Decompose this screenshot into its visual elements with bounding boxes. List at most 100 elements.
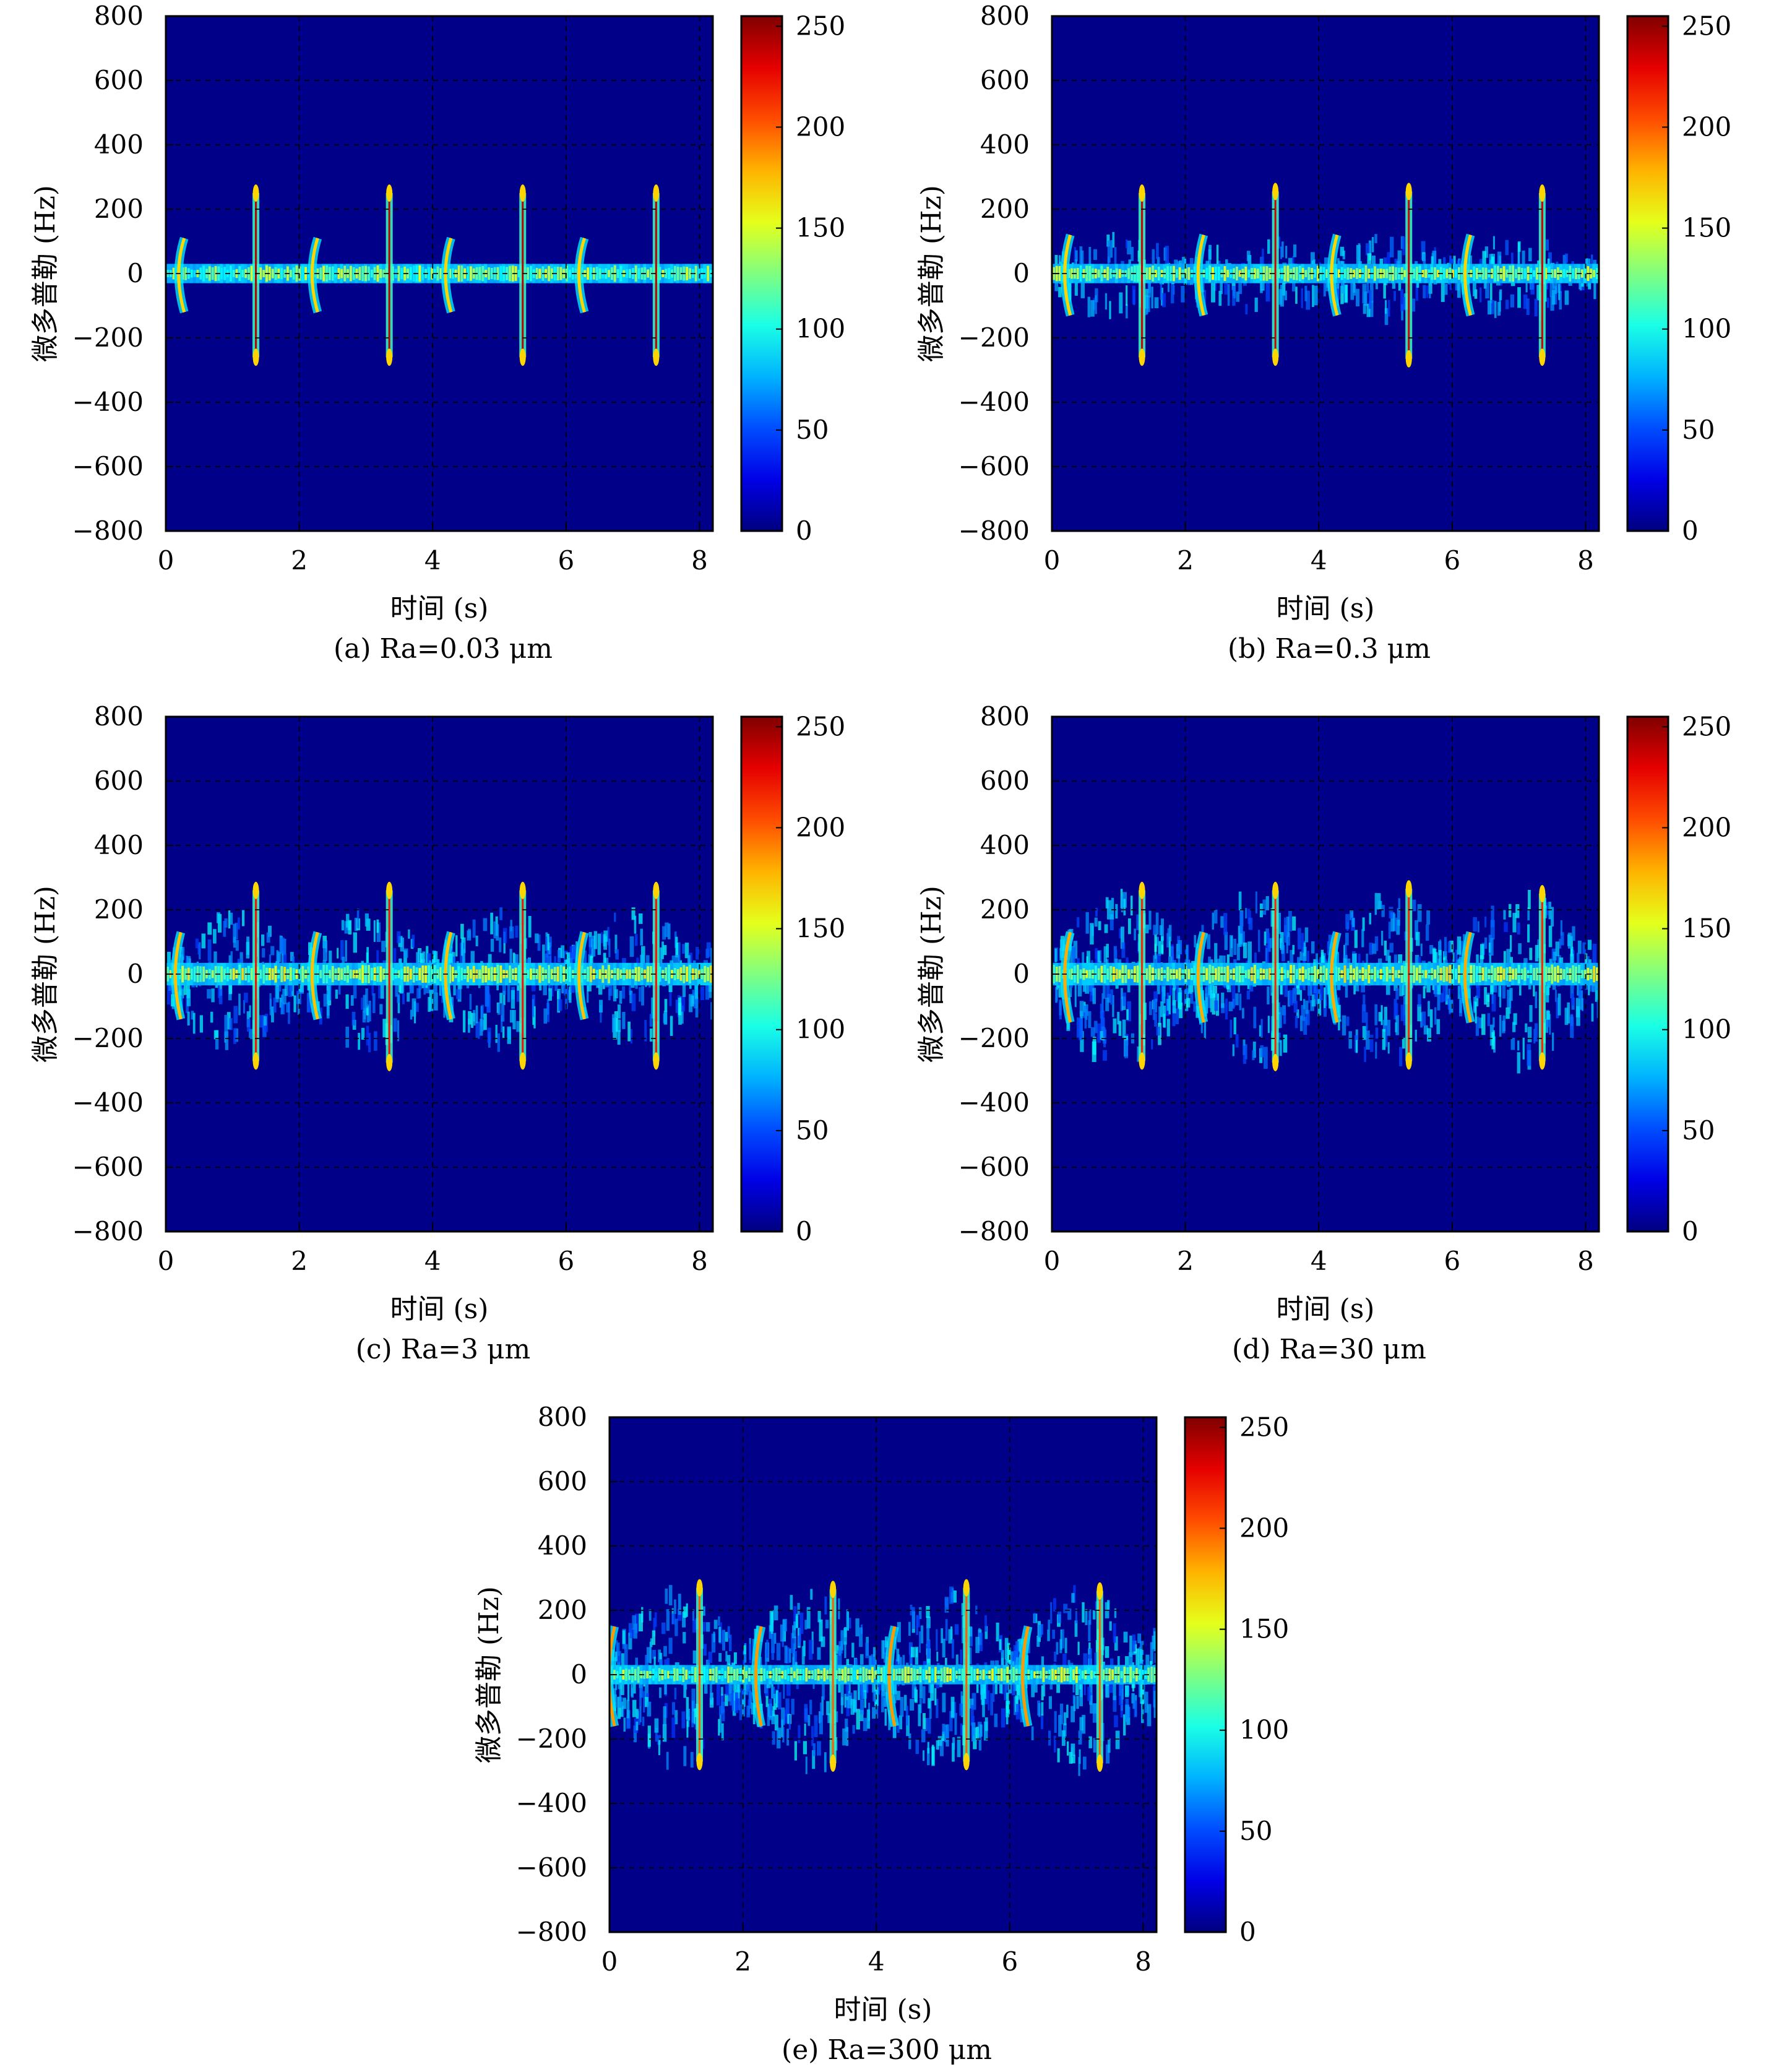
spike-tip xyxy=(830,1581,837,1599)
speckle-mark xyxy=(696,947,699,960)
baseline-blob xyxy=(428,965,431,983)
speckle-mark xyxy=(881,1640,884,1659)
speckle-mark xyxy=(1175,1008,1179,1024)
speckle-mark xyxy=(1154,1652,1157,1664)
speckle-mark xyxy=(1088,1609,1092,1625)
baseline-blob xyxy=(595,969,599,979)
spike-tip xyxy=(519,348,526,366)
speckle-mark xyxy=(493,921,496,939)
speckle-mark xyxy=(1061,1730,1066,1746)
speckle-mark xyxy=(1502,982,1506,999)
speckle-mark xyxy=(639,1613,643,1632)
speckle-mark xyxy=(1320,980,1323,1001)
speckle-mark xyxy=(928,1684,931,1693)
speckle-mark xyxy=(704,1682,708,1694)
baseline-blob xyxy=(569,966,572,982)
speckle-mark xyxy=(1488,300,1492,315)
speckle-mark xyxy=(922,1750,925,1761)
baseline-blob xyxy=(1286,265,1290,282)
speckle-mark xyxy=(1489,954,1491,967)
speckle-mark xyxy=(746,1682,749,1695)
speckle-mark xyxy=(1036,1635,1040,1647)
speckle-mark xyxy=(772,1706,775,1717)
baseline-blob xyxy=(1076,964,1080,984)
speckle-mark xyxy=(1554,273,1557,294)
baseline-blob xyxy=(1335,966,1338,982)
colorbar-tick-label: 150 xyxy=(1682,913,1731,944)
speckle-mark xyxy=(642,1717,645,1726)
baseline-blob xyxy=(241,968,244,980)
speckle-mark xyxy=(186,976,190,998)
speckle-mark xyxy=(264,1016,267,1026)
speckle-mark xyxy=(984,1615,987,1632)
speckle-mark xyxy=(860,1699,864,1715)
speckle-mark xyxy=(866,1677,869,1693)
speckle-mark xyxy=(658,1740,660,1756)
speckle-mark xyxy=(362,1010,366,1023)
baseline-blob xyxy=(517,269,520,278)
speckle-mark xyxy=(1358,243,1361,265)
speckle-mark xyxy=(366,1006,369,1016)
baseline-blob xyxy=(421,965,424,983)
baseline-blob xyxy=(1455,269,1458,278)
speckle-mark xyxy=(373,920,376,942)
speckle-mark xyxy=(634,915,637,934)
speckle-mark xyxy=(1105,998,1109,1011)
baseline-blob xyxy=(991,1668,994,1681)
speckle-mark xyxy=(1208,988,1212,1008)
speckle-mark xyxy=(1552,290,1556,305)
speckle-mark xyxy=(1239,993,1242,1011)
speckle-mark xyxy=(982,1699,985,1717)
speckle-mark xyxy=(1320,956,1325,967)
speckle-mark xyxy=(613,1688,616,1704)
speckle-mark xyxy=(1362,283,1367,304)
y-tick-label: 0 xyxy=(127,258,144,288)
speckle-mark xyxy=(1087,296,1091,317)
speckle-mark xyxy=(249,1029,253,1039)
speckle-mark xyxy=(1579,990,1583,1010)
speckle-mark xyxy=(825,1620,829,1629)
speckle-mark xyxy=(1337,981,1340,990)
speckle-mark xyxy=(288,1001,290,1024)
speckle-mark xyxy=(884,1692,888,1707)
speckle-mark xyxy=(1072,1678,1075,1693)
speckle-mark xyxy=(968,1647,972,1664)
speckle-mark xyxy=(1119,292,1123,314)
speckle-mark xyxy=(1517,1040,1520,1051)
speckle-mark xyxy=(1090,985,1094,1002)
speckle-mark xyxy=(249,1005,251,1017)
baseline-blob xyxy=(259,969,262,979)
baseline-blob xyxy=(556,966,559,982)
baseline-blob xyxy=(1136,265,1140,282)
speckle-mark xyxy=(1305,1000,1309,1014)
speckle-mark xyxy=(984,1683,988,1704)
speckle-mark xyxy=(433,951,438,963)
speckle-mark xyxy=(1396,920,1400,935)
speckle-mark xyxy=(649,1028,653,1042)
baseline-blob xyxy=(199,267,202,280)
baseline-blob xyxy=(1238,270,1242,277)
speckle-mark xyxy=(739,1704,743,1720)
speckle-mark xyxy=(308,995,311,1013)
speckle-mark xyxy=(1123,1631,1128,1643)
speckle-mark xyxy=(1517,241,1521,252)
speckle-mark xyxy=(808,1639,813,1660)
speckle-mark xyxy=(1395,1014,1399,1035)
baseline-blob xyxy=(193,966,196,982)
speckle-mark xyxy=(692,1650,697,1664)
speckle-mark xyxy=(1431,256,1434,267)
speckle-mark xyxy=(186,989,191,1006)
y-tick-label: 800 xyxy=(94,701,144,732)
speckle-mark xyxy=(1380,930,1384,946)
speckle-mark xyxy=(783,1683,785,1699)
x-tick-label: 4 xyxy=(424,1246,441,1276)
speckle-mark xyxy=(181,947,185,960)
speckle-mark xyxy=(379,1004,383,1015)
speckle-mark xyxy=(1286,917,1290,937)
speckle-mark xyxy=(1220,282,1223,295)
speckle-mark xyxy=(1544,905,1548,918)
speckle-mark xyxy=(1584,953,1588,970)
x-axis-label: 时间 (s) xyxy=(390,1293,489,1325)
speckle-mark xyxy=(1303,999,1306,1009)
speckle-mark xyxy=(1358,954,1361,969)
